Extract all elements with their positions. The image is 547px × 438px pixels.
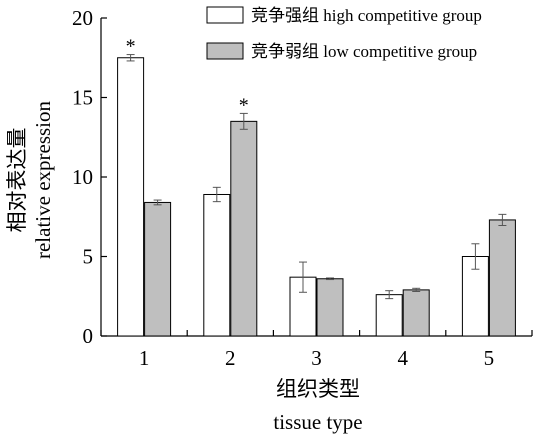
x-tick-label: 3 <box>311 346 322 370</box>
bar-series2-cat4 <box>402 289 430 337</box>
bar-series2-cat5 <box>488 219 516 337</box>
y-axis-title-cn: 相对表达量 <box>5 128 29 233</box>
x-axis-title-cn: 组织类型 <box>276 377 360 401</box>
axis-labels: 相对表达量 relative expression 组织类型 tissue type <box>5 100 363 434</box>
bar-series1-cat4 <box>375 294 403 337</box>
y-tick-label: 15 <box>72 86 93 110</box>
legend-label-1: 竞争强组 high competitive group <box>251 6 482 25</box>
x-tick-label: 5 <box>484 346 495 370</box>
y-tick-label: 20 <box>72 6 93 30</box>
bar-series2-cat2 <box>230 120 258 337</box>
axes: 0 5 10 15 20 1 2 3 4 5 <box>72 6 533 370</box>
significance-mark: * <box>126 36 136 58</box>
bar-series1-cat1 <box>117 57 145 337</box>
legend-swatch-1 <box>206 6 244 24</box>
x-axis-title-en: tissue type <box>273 410 362 434</box>
x-tick-label: 2 <box>225 346 236 370</box>
legend-swatch-2 <box>206 42 244 60</box>
bar-series1-cat2 <box>203 193 231 337</box>
y-tick-label: 0 <box>83 324 94 348</box>
legend: 竞争强组 high competitive group 竞争弱组 low comp… <box>206 6 482 61</box>
y-tick-label: 10 <box>72 165 93 189</box>
significance-mark: * <box>239 94 249 116</box>
x-tick-label: 1 <box>139 346 150 370</box>
legend-label-2: 竞争弱组 low competitive group <box>251 42 477 61</box>
y-axis-title-en: relative expression <box>31 100 55 259</box>
bar-series1-cat5 <box>461 256 489 337</box>
y-tick-label: 5 <box>83 245 94 269</box>
x-tick-label: 4 <box>397 346 408 370</box>
bar-series2-cat1 <box>144 201 172 337</box>
bar-series2-cat3 <box>316 278 344 337</box>
bars: ** <box>117 36 516 337</box>
